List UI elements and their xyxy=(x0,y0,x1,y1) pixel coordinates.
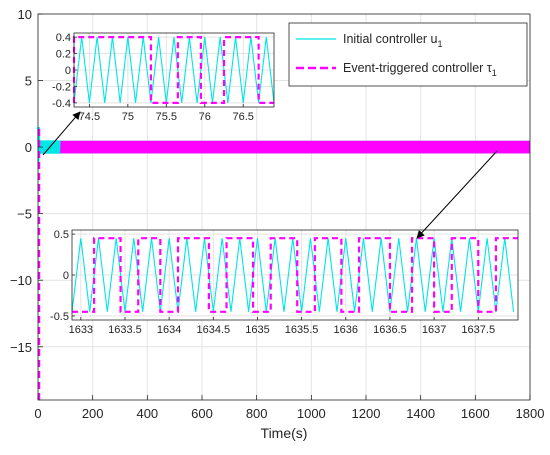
inset-bottom: 1633 1633.5 1634 1634.5 1635 1635.5 1636 1636.5… xyxy=(50,229,519,336)
inset-x-tick-label: 74.5 xyxy=(79,111,100,123)
x-tick-label: 400 xyxy=(136,406,158,421)
x-tick-label: 0 xyxy=(34,406,41,421)
x-axis-ticks: 0 200 400 600 800 1000 1200 1400 1600 1800 xyxy=(34,395,544,421)
inset-x-tick-label: 76.5 xyxy=(233,111,254,123)
main-series xyxy=(37,127,531,400)
x-tick-label: 1200 xyxy=(352,406,381,421)
inset-x-tick-label: 76 xyxy=(199,111,211,123)
inset-x-tick-label: 75 xyxy=(122,111,134,123)
inset-x-tick-label: 1634.5 xyxy=(196,324,230,336)
inset-y-tick-label: -0.5 xyxy=(50,311,69,323)
legend: Initial controller u1 Event-triggered co… xyxy=(288,22,528,87)
x-tick-label: 200 xyxy=(82,406,104,421)
inset-y-tick-label: 0 xyxy=(65,65,71,77)
inset-y-tick-label: 0.2 xyxy=(56,49,71,61)
inset-x-tick-label: 1637.5 xyxy=(461,324,495,336)
y-tick-label: 5 xyxy=(25,74,32,89)
x-tick-label: 1400 xyxy=(406,406,435,421)
y-tick-label: −15 xyxy=(10,340,32,355)
inset-y-tick-label: -0.2 xyxy=(52,81,71,93)
y-tick-label: −10 xyxy=(10,273,32,288)
inset-tau1-line xyxy=(72,237,518,313)
inset-x-tick-label: 1634 xyxy=(157,324,181,336)
inset-x-tick-label: 1635.5 xyxy=(285,324,319,336)
inset-y-tick-label: 0.4 xyxy=(56,32,71,44)
inset-x-tick-label: 1633 xyxy=(69,324,93,336)
inset-x-tick-label: 1635 xyxy=(245,324,269,336)
plot-area-frame xyxy=(37,13,531,401)
inset-top: 74.5 75 75.5 76 76.5 0.4 0.2 0 -0.2 -0.4 xyxy=(52,32,275,123)
y-tick-label: 0 xyxy=(25,140,32,155)
x-axis-label: Time(s) xyxy=(261,425,308,441)
x-tick-label: 600 xyxy=(191,406,213,421)
y-tick-label: 10 xyxy=(18,7,32,22)
arrow-to-top-inset xyxy=(42,111,81,156)
y-axis-ticks: 10 5 0 −5 −10 −15 xyxy=(10,7,43,355)
zoom-arrows xyxy=(42,111,498,239)
x-tick-label: 1600 xyxy=(461,406,490,421)
inset-tau1-line xyxy=(72,36,274,104)
inset-y-tick-label: 0 xyxy=(63,270,69,282)
arrow-to-bottom-inset xyxy=(416,150,498,239)
inset-x-tick-label: 1636.5 xyxy=(373,324,407,336)
inset-x-tick-label: 1633.5 xyxy=(108,324,142,336)
x-tick-label: 1000 xyxy=(297,406,326,421)
tau1-series-band xyxy=(59,140,530,154)
y-tick-label: −5 xyxy=(17,207,32,222)
inset-x-tick-label: 1637 xyxy=(422,324,446,336)
legend-label-tau1: Event-triggered controller τ1 xyxy=(343,61,497,78)
legend-box xyxy=(288,22,528,87)
u1-series-initial xyxy=(37,127,61,168)
inset-y-tick-label: -0.4 xyxy=(52,98,71,110)
inset-x-tick-label: 1636 xyxy=(334,324,358,336)
inset-x-tick-label: 75.5 xyxy=(156,111,177,123)
x-tick-label: 1800 xyxy=(516,406,545,421)
legend-label-u1: Initial controller u1 xyxy=(343,32,443,49)
x-tick-label: 800 xyxy=(246,406,268,421)
inset-y-tick-label: 0.5 xyxy=(54,229,69,241)
inset-u1-line xyxy=(73,37,275,103)
